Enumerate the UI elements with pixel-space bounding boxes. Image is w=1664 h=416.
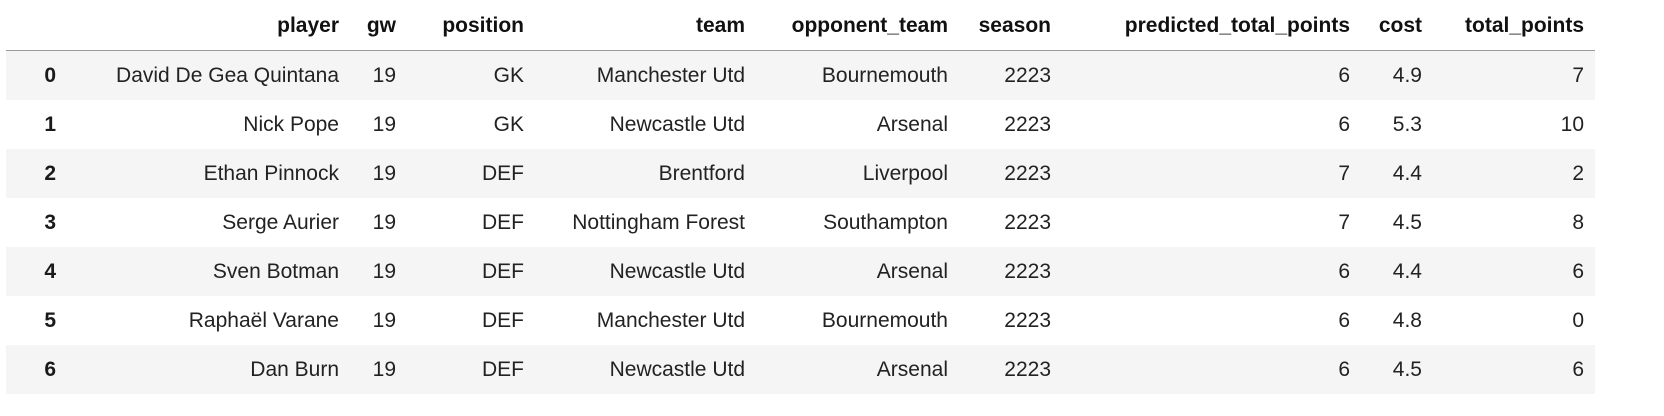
cell-team: Newcastle Utd [535,99,756,149]
cell-team: Nottingham Forest [535,197,756,247]
dataframe-table: player gw position team opponent_team se… [6,0,1595,394]
cell-cost: 4.5 [1361,197,1433,247]
cell-predicted-total-points: 6 [1062,246,1361,296]
column-header-cost: cost [1361,0,1433,51]
cell-predicted-total-points: 6 [1062,295,1361,345]
cell-team: Newcastle Utd [535,246,756,296]
cell-team: Brentford [535,148,756,198]
cell-player: Ethan Pinnock [68,148,350,198]
table-body: 0 David De Gea Quintana 19 GK Manchester… [6,50,1595,394]
cell-team: Newcastle Utd [535,344,756,394]
column-header-total-points: total_points [1433,0,1595,51]
cell-gw: 19 [350,246,407,296]
cell-opponent-team: Arsenal [756,99,959,149]
cell-total-points: 2 [1433,148,1595,198]
row-index: 0 [6,50,68,100]
cell-season: 2223 [959,197,1062,247]
row-index: 2 [6,148,68,198]
table-header: player gw position team opponent_team se… [6,0,1595,51]
table-row: 5 Raphaël Varane 19 DEF Manchester Utd B… [6,295,1595,345]
cell-cost: 4.8 [1361,295,1433,345]
cell-total-points: 0 [1433,295,1595,345]
cell-cost: 4.4 [1361,246,1433,296]
cell-predicted-total-points: 6 [1062,344,1361,394]
header-row: player gw position team opponent_team se… [6,0,1595,51]
cell-season: 2223 [959,99,1062,149]
cell-team: Manchester Utd [535,50,756,100]
cell-total-points: 6 [1433,246,1595,296]
row-index: 5 [6,295,68,345]
table-row: 3 Serge Aurier 19 DEF Nottingham Forest … [6,197,1595,247]
cell-opponent-team: Bournemouth [756,295,959,345]
cell-season: 2223 [959,50,1062,100]
cell-cost: 4.5 [1361,344,1433,394]
cell-cost: 4.9 [1361,50,1433,100]
cell-total-points: 6 [1433,344,1595,394]
column-header-position: position [407,0,535,51]
row-index: 3 [6,197,68,247]
cell-predicted-total-points: 7 [1062,197,1361,247]
cell-cost: 4.4 [1361,148,1433,198]
cell-predicted-total-points: 6 [1062,50,1361,100]
cell-position: GK [407,99,535,149]
cell-season: 2223 [959,344,1062,394]
cell-gw: 19 [350,295,407,345]
table-row: 2 Ethan Pinnock 19 DEF Brentford Liverpo… [6,148,1595,198]
column-header-player: player [68,0,350,51]
row-index: 4 [6,246,68,296]
cell-player: Dan Burn [68,344,350,394]
cell-player: Nick Pope [68,99,350,149]
column-header-team: team [535,0,756,51]
cell-gw: 19 [350,148,407,198]
cell-player: David De Gea Quintana [68,50,350,100]
cell-season: 2223 [959,246,1062,296]
cell-position: DEF [407,246,535,296]
cell-opponent-team: Bournemouth [756,50,959,100]
cell-opponent-team: Southampton [756,197,959,247]
row-index: 1 [6,99,68,149]
cell-total-points: 10 [1433,99,1595,149]
cell-position: DEF [407,295,535,345]
cell-player: Raphaël Varane [68,295,350,345]
table-row: 4 Sven Botman 19 DEF Newcastle Utd Arsen… [6,246,1595,296]
cell-gw: 19 [350,344,407,394]
column-header-predicted-total-points: predicted_total_points [1062,0,1361,51]
cell-total-points: 7 [1433,50,1595,100]
column-header-gw: gw [350,0,407,51]
cell-opponent-team: Liverpool [756,148,959,198]
table-row: 6 Dan Burn 19 DEF Newcastle Utd Arsenal … [6,344,1595,394]
cell-gw: 19 [350,197,407,247]
cell-opponent-team: Arsenal [756,246,959,296]
column-header-season: season [959,0,1062,51]
cell-season: 2223 [959,295,1062,345]
cell-player: Serge Aurier [68,197,350,247]
cell-opponent-team: Arsenal [756,344,959,394]
cell-predicted-total-points: 7 [1062,148,1361,198]
cell-total-points: 8 [1433,197,1595,247]
column-header-index [6,0,68,51]
cell-gw: 19 [350,50,407,100]
cell-position: DEF [407,344,535,394]
table-row: 1 Nick Pope 19 GK Newcastle Utd Arsenal … [6,99,1595,149]
cell-position: GK [407,50,535,100]
cell-position: DEF [407,148,535,198]
column-header-opponent-team: opponent_team [756,0,959,51]
cell-player: Sven Botman [68,246,350,296]
cell-position: DEF [407,197,535,247]
cell-predicted-total-points: 6 [1062,99,1361,149]
row-index: 6 [6,344,68,394]
cell-gw: 19 [350,99,407,149]
table-row: 0 David De Gea Quintana 19 GK Manchester… [6,50,1595,100]
cell-cost: 5.3 [1361,99,1433,149]
cell-season: 2223 [959,148,1062,198]
cell-team: Manchester Utd [535,295,756,345]
